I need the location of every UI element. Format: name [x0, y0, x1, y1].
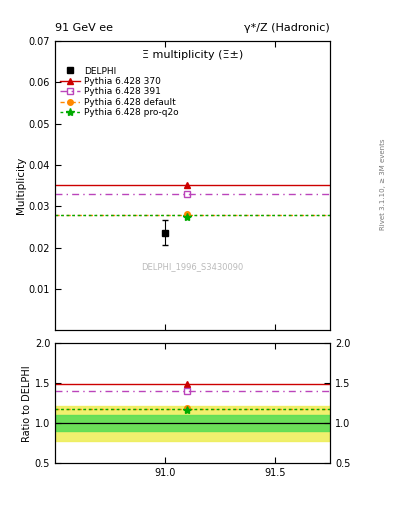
Text: γ*/Z (Hadronic): γ*/Z (Hadronic) — [244, 23, 330, 33]
Text: Ξ multiplicity (Ξ±): Ξ multiplicity (Ξ±) — [142, 50, 243, 59]
Text: DELPHI_1996_S3430090: DELPHI_1996_S3430090 — [141, 262, 244, 271]
Text: 91 GeV ee: 91 GeV ee — [55, 23, 113, 33]
Bar — [55, 415, 330, 431]
Bar — [55, 406, 330, 441]
Text: Rivet 3.1.10, ≥ 3M events: Rivet 3.1.10, ≥ 3M events — [380, 139, 386, 230]
Legend: DELPHI, Pythia 6.428 370, Pythia 6.428 391, Pythia 6.428 default, Pythia 6.428 p: DELPHI, Pythia 6.428 370, Pythia 6.428 3… — [59, 66, 180, 118]
Y-axis label: Ratio to DELPHI: Ratio to DELPHI — [22, 365, 32, 441]
Y-axis label: Multiplicity: Multiplicity — [16, 157, 26, 214]
